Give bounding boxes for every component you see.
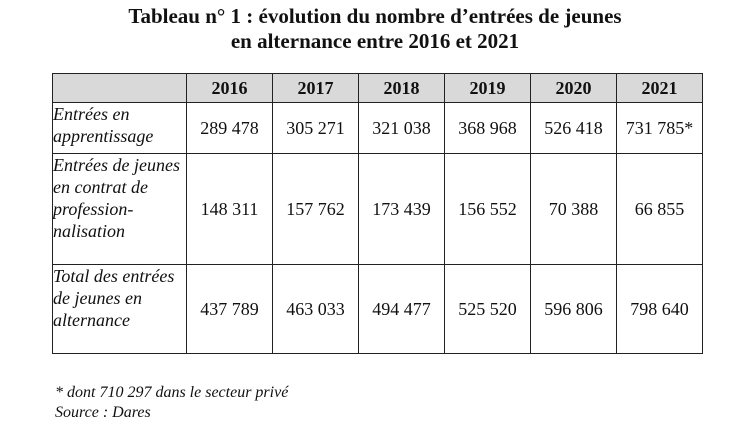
table-cell: 437 789	[186, 264, 273, 354]
row-label-apprentissage: Entrées en apprentissage	[52, 102, 187, 154]
row-label-total: Total des entrées de jeunes en alternanc…	[52, 264, 187, 354]
header-row: 2016 2017 2018 2019 2020 2021	[52, 73, 703, 103]
header-year-2021: 2021	[616, 73, 703, 103]
table-cell: 66 855	[616, 153, 703, 265]
header-year-2016: 2016	[186, 73, 273, 103]
table-row-total: Total des entrées de jeunes en alternanc…	[52, 264, 703, 354]
table-notes: * dont 710 297 dans le secteur privé Sou…	[55, 383, 288, 423]
table-cell: 305 271	[272, 102, 359, 154]
header-year-2019: 2019	[444, 73, 531, 103]
table-cell: 596 806	[530, 264, 617, 354]
source-note: Source : Dares	[55, 404, 151, 421]
table-row-professionnalisation: Entrées de jeunes en contrat de professi…	[52, 153, 703, 265]
table-cell: 289 478	[186, 102, 273, 154]
table-cell: 173 439	[358, 153, 445, 265]
entries-table: 2016 2017 2018 2019 2020 2021 Entrées en…	[52, 73, 703, 354]
table-row-apprentissage: Entrées en apprentissage 289 478 305 271…	[52, 102, 703, 154]
table-cell: 494 477	[358, 264, 445, 354]
table-cell: 148 311	[186, 153, 273, 265]
table-title-line-1: Tableau n° 1 : évolution du nombre d’ent…	[128, 4, 622, 28]
table-cell: 156 552	[444, 153, 531, 265]
table-cell: 526 418	[530, 102, 617, 154]
header-year-2020: 2020	[530, 73, 617, 103]
table-cell: 157 762	[272, 153, 359, 265]
header-year-2018: 2018	[358, 73, 445, 103]
table-title-line-2: en alternance entre 2016 et 2021	[230, 29, 520, 53]
footnote: * dont 710 297 dans le secteur privé	[55, 384, 289, 401]
table-cell: 463 033	[272, 264, 359, 354]
table-cell: 368 968	[444, 102, 531, 154]
table-cell: 70 388	[530, 153, 617, 265]
table-cell: 798 640	[616, 264, 703, 354]
table-cell: 731 785*	[616, 102, 703, 154]
header-corner-cell	[52, 73, 187, 103]
header-year-2017: 2017	[272, 73, 359, 103]
table-title: Tableau n° 1 : évolution du nombre d’ent…	[0, 4, 750, 54]
table-cell: 321 038	[358, 102, 445, 154]
row-label-professionnalisation: Entrées de jeunes en contrat de professi…	[52, 153, 187, 265]
table-cell: 525 520	[444, 264, 531, 354]
